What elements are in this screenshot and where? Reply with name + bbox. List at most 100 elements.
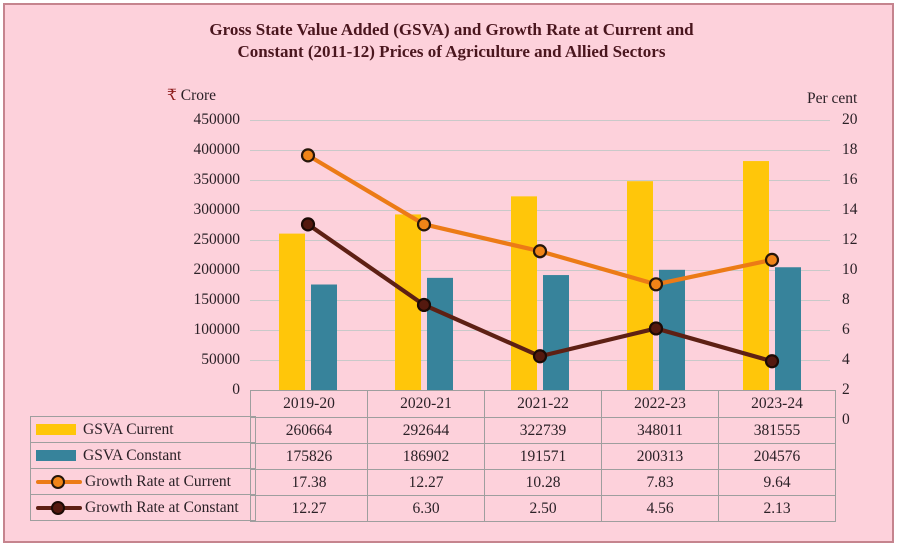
table-row-growth-rate-at-constant: 12.27 6.30 2.50 4.56 2.13	[250, 495, 836, 522]
value-cell: 200313	[601, 443, 719, 470]
bar-gsva-constant	[775, 267, 801, 390]
axis-tick-label: 200000	[193, 261, 241, 278]
value-cell: 348011	[601, 417, 719, 444]
marker-growth-rate-at-constant	[416, 297, 432, 313]
table-row-growth-rate-at-current: 17.38 12.27 10.28 7.83 9.64	[250, 469, 836, 496]
axis-tick-label: 20	[842, 111, 858, 128]
legend-cell: GSVA Constant	[30, 442, 256, 469]
bar-gsva-current	[627, 181, 653, 390]
value-cell: 175826	[250, 443, 368, 470]
bar-gsva-constant	[543, 275, 569, 390]
bar-gsva-constant	[311, 284, 337, 390]
axis-tick-label: 400000	[193, 141, 241, 158]
right-axis-ticks: 20 18 16 14 12 10 8 6 4 2 0	[842, 111, 897, 428]
legend-label: GSVA Current	[83, 420, 174, 438]
value-cell: 322739	[484, 417, 602, 444]
year-header-cell: 2020-21	[367, 390, 485, 418]
axis-tick-label: 50000	[201, 351, 240, 368]
legend-label: Growth Rate at Constant	[85, 498, 239, 516]
marker-growth-rate-at-constant	[300, 217, 316, 232]
line-growth-rate-at-current	[305, 153, 775, 287]
left-axis-unit-text: Crore	[180, 87, 217, 104]
axis-tick-label: 14	[842, 201, 858, 218]
legend-swatch-gsva-constant-icon	[36, 450, 76, 462]
legend-row: GSVA Current	[30, 416, 256, 443]
axis-tick-label: 12	[842, 231, 858, 248]
value-cell: 186902	[367, 443, 485, 470]
axis-tick-label: 4	[842, 351, 850, 368]
marker-growth-rate-at-current	[416, 217, 432, 232]
axis-tick-label: 450000	[193, 111, 241, 128]
axis-tick-label: 0	[842, 411, 850, 428]
axis-tick-label: 300000	[193, 201, 241, 218]
value-cell: 4.56	[601, 495, 719, 522]
right-axis-unit-label: Per cent	[807, 90, 858, 107]
axis-tick-label: 2	[842, 381, 850, 398]
value-cell: 260664	[250, 417, 368, 444]
axis-tick-label: 250000	[193, 231, 241, 248]
chart-title-line-2: Constant (2011-12) Prices of Agriculture…	[237, 42, 666, 61]
value-cell: 7.83	[601, 469, 719, 496]
plot-area	[250, 120, 830, 390]
table-row-gsva-constant: 175826 186902 191571 200313 204576	[250, 443, 836, 470]
marker-growth-rate-at-constant	[532, 349, 548, 364]
value-cell: 292644	[367, 417, 485, 444]
legend-line-marker-growth-rate-at-current-icon	[36, 474, 82, 490]
axis-tick-label: 100000	[193, 321, 241, 338]
axis-tick-label: 10	[842, 261, 858, 278]
marker-growth-rate-at-current	[532, 244, 548, 259]
legend-line-marker-growth-rate-at-constant-icon	[36, 500, 82, 516]
axis-tick-label: 0	[232, 381, 240, 398]
legend-cell: GSVA Current	[30, 416, 256, 443]
legend-row: Growth Rate at Constant	[30, 494, 256, 521]
value-cell: 191571	[484, 443, 602, 470]
axis-tick-label: 350000	[193, 171, 241, 188]
legend-row: Growth Rate at Current	[30, 468, 256, 495]
legend-dot-icon	[51, 500, 65, 515]
value-cell: 17.38	[250, 469, 368, 496]
value-cell: 9.64	[718, 469, 836, 496]
value-cell: 12.27	[367, 469, 485, 496]
data-table: 2019-20 2020-21 2021-22 2022-23 2023-24 26066…	[250, 390, 836, 522]
year-header-row: 2019-20 2020-21 2021-22 2022-23 2023-24	[250, 390, 836, 418]
chart-title: Gross State Value Added (GSVA) and Growt…	[0, 19, 903, 63]
left-axis-unit-label: ₹ Crore	[167, 86, 216, 105]
axis-tick-label: 18	[842, 141, 858, 158]
legend-cell: Growth Rate at Current	[30, 468, 256, 495]
marker-growth-rate-at-current	[764, 252, 780, 267]
legend-table: GSVA Current GSVA Constant Growth Rate at …	[30, 416, 256, 521]
value-cell: 2.50	[484, 495, 602, 522]
bar-gsva-current	[743, 161, 769, 390]
left-axis-ticks: 450000 400000 350000 300000 250000 200000 1500…	[0, 111, 241, 400]
legend-swatch-gsva-current-icon	[36, 424, 76, 436]
marker-growth-rate-at-current	[300, 148, 316, 163]
bar-gsva-current	[511, 196, 537, 390]
bar-gsva-constant	[427, 277, 453, 390]
value-cell: 2.13	[718, 495, 836, 522]
axis-tick-label: 8	[842, 291, 850, 308]
marker-growth-rate-at-current	[648, 277, 664, 292]
year-header-cell: 2021-22	[484, 390, 602, 418]
table-row-gsva-current: 260664 292644 322739 348011 381555	[250, 417, 836, 444]
axis-tick-label: 150000	[193, 291, 241, 308]
legend-dot-icon	[51, 474, 65, 489]
value-cell: 10.28	[484, 469, 602, 496]
legend-row: GSVA Constant	[30, 442, 256, 469]
rupee-symbol: ₹	[167, 87, 177, 104]
year-header-cell: 2023-24	[718, 390, 836, 418]
year-header-cell: 2022-23	[601, 390, 719, 418]
legend-label: GSVA Constant	[83, 446, 182, 464]
bar-gsva-current	[279, 233, 305, 390]
legend-label: Growth Rate at Current	[85, 472, 231, 490]
value-cell: 204576	[718, 443, 836, 470]
legend-cell: Growth Rate at Constant	[30, 494, 256, 521]
value-cell: 12.27	[250, 495, 368, 522]
axis-tick-label: 6	[842, 321, 850, 338]
chart-title-line-1: Gross State Value Added (GSVA) and Growt…	[209, 20, 694, 39]
year-header-cell: 2019-20	[250, 390, 368, 418]
value-cell: 381555	[718, 417, 836, 444]
axis-tick-label: 16	[842, 171, 858, 188]
marker-growth-rate-at-constant	[764, 354, 780, 369]
marker-growth-rate-at-constant	[648, 321, 664, 336]
